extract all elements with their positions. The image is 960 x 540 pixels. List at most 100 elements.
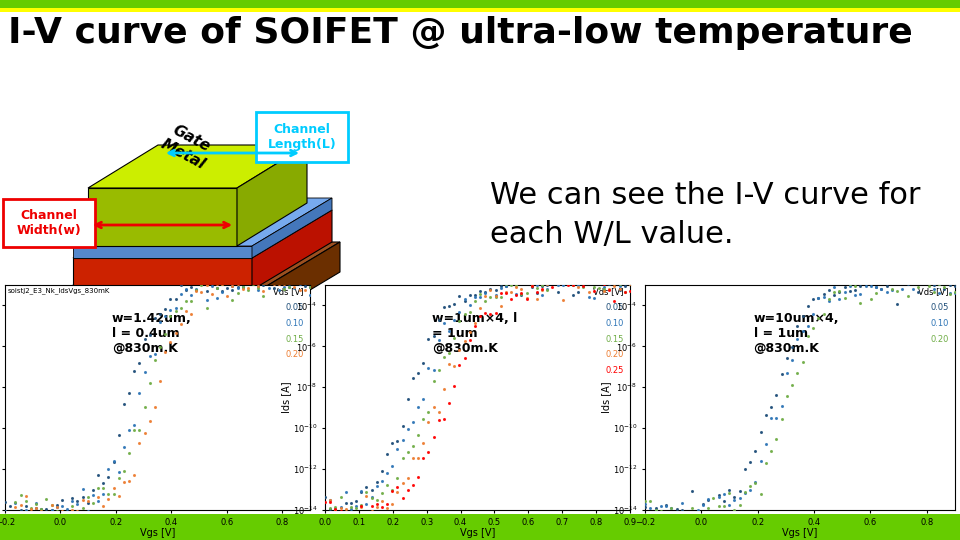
Point <box>863 282 878 291</box>
Point <box>462 301 477 309</box>
Point <box>937 275 952 284</box>
Point <box>431 407 446 416</box>
Point <box>602 276 617 285</box>
Point <box>821 295 836 303</box>
Point <box>235 283 251 292</box>
Text: 0.10: 0.10 <box>606 319 624 328</box>
Point <box>426 332 442 341</box>
Point <box>555 279 570 288</box>
Point <box>147 402 162 411</box>
Point <box>101 473 116 482</box>
Point <box>690 515 706 523</box>
Point <box>452 346 468 355</box>
Point <box>695 511 710 519</box>
Point <box>905 285 921 293</box>
Point <box>596 287 612 295</box>
Point <box>395 479 410 488</box>
Point <box>261 277 276 286</box>
Point <box>710 502 726 511</box>
Point <box>587 293 602 302</box>
Point <box>852 298 868 307</box>
Point <box>101 490 116 498</box>
Point <box>49 503 64 512</box>
Point <box>503 277 518 286</box>
Point <box>364 507 379 516</box>
Point <box>261 279 276 288</box>
Point <box>121 426 136 434</box>
Point <box>446 300 462 308</box>
Point <box>921 281 936 290</box>
Point <box>426 377 442 386</box>
Point <box>540 278 555 286</box>
Point <box>468 296 483 305</box>
Text: 0.05: 0.05 <box>930 303 948 312</box>
Point <box>225 282 240 291</box>
Point <box>550 287 565 296</box>
Polygon shape <box>73 246 252 258</box>
Point <box>488 292 503 301</box>
Point <box>426 433 442 441</box>
X-axis label: Vgs [V]: Vgs [V] <box>140 528 175 538</box>
Point <box>653 507 668 516</box>
Point <box>204 276 220 285</box>
Point <box>514 291 529 299</box>
Point <box>101 494 116 503</box>
Point <box>462 308 477 317</box>
Point <box>570 288 586 296</box>
Point <box>753 457 768 465</box>
Point <box>327 504 343 513</box>
Point <box>385 487 400 496</box>
Point <box>266 274 281 282</box>
Point <box>106 484 121 492</box>
Text: 0.10: 0.10 <box>930 319 948 328</box>
Point <box>540 280 555 288</box>
Point <box>359 483 374 491</box>
Point <box>948 288 960 296</box>
Point <box>642 510 658 518</box>
Point <box>842 280 857 288</box>
Point <box>780 391 795 400</box>
Point <box>493 284 509 292</box>
Point <box>333 503 348 512</box>
Point <box>395 494 410 503</box>
Text: Gate
Metal: Gate Metal <box>158 121 216 172</box>
Point <box>410 369 425 377</box>
Point <box>142 379 157 388</box>
Point <box>446 362 462 370</box>
Point <box>416 453 431 462</box>
Point <box>565 281 581 289</box>
Point <box>272 285 287 294</box>
Point <box>637 500 653 509</box>
Point <box>763 403 779 411</box>
Point <box>374 476 390 485</box>
Point <box>60 505 75 514</box>
Point <box>359 488 374 497</box>
Point <box>810 294 826 302</box>
Point <box>581 271 596 280</box>
Point <box>617 274 633 283</box>
Point <box>942 289 957 298</box>
Point <box>816 292 831 301</box>
Point <box>602 277 617 286</box>
Point <box>348 504 364 512</box>
Point <box>323 504 338 513</box>
Point <box>90 496 106 505</box>
Point <box>879 288 895 296</box>
Point <box>240 284 255 292</box>
Point <box>75 503 90 512</box>
Point <box>281 278 297 287</box>
Point <box>674 499 689 508</box>
Point <box>348 502 364 510</box>
Point <box>529 288 544 296</box>
Point <box>514 288 529 297</box>
Point <box>302 283 318 292</box>
Point <box>369 482 384 490</box>
Point <box>34 504 49 513</box>
Point <box>514 275 529 284</box>
Point <box>157 312 173 321</box>
Point <box>255 279 271 288</box>
Point <box>54 512 69 521</box>
Point <box>323 503 338 512</box>
Point <box>12 510 28 518</box>
Point <box>111 430 127 439</box>
